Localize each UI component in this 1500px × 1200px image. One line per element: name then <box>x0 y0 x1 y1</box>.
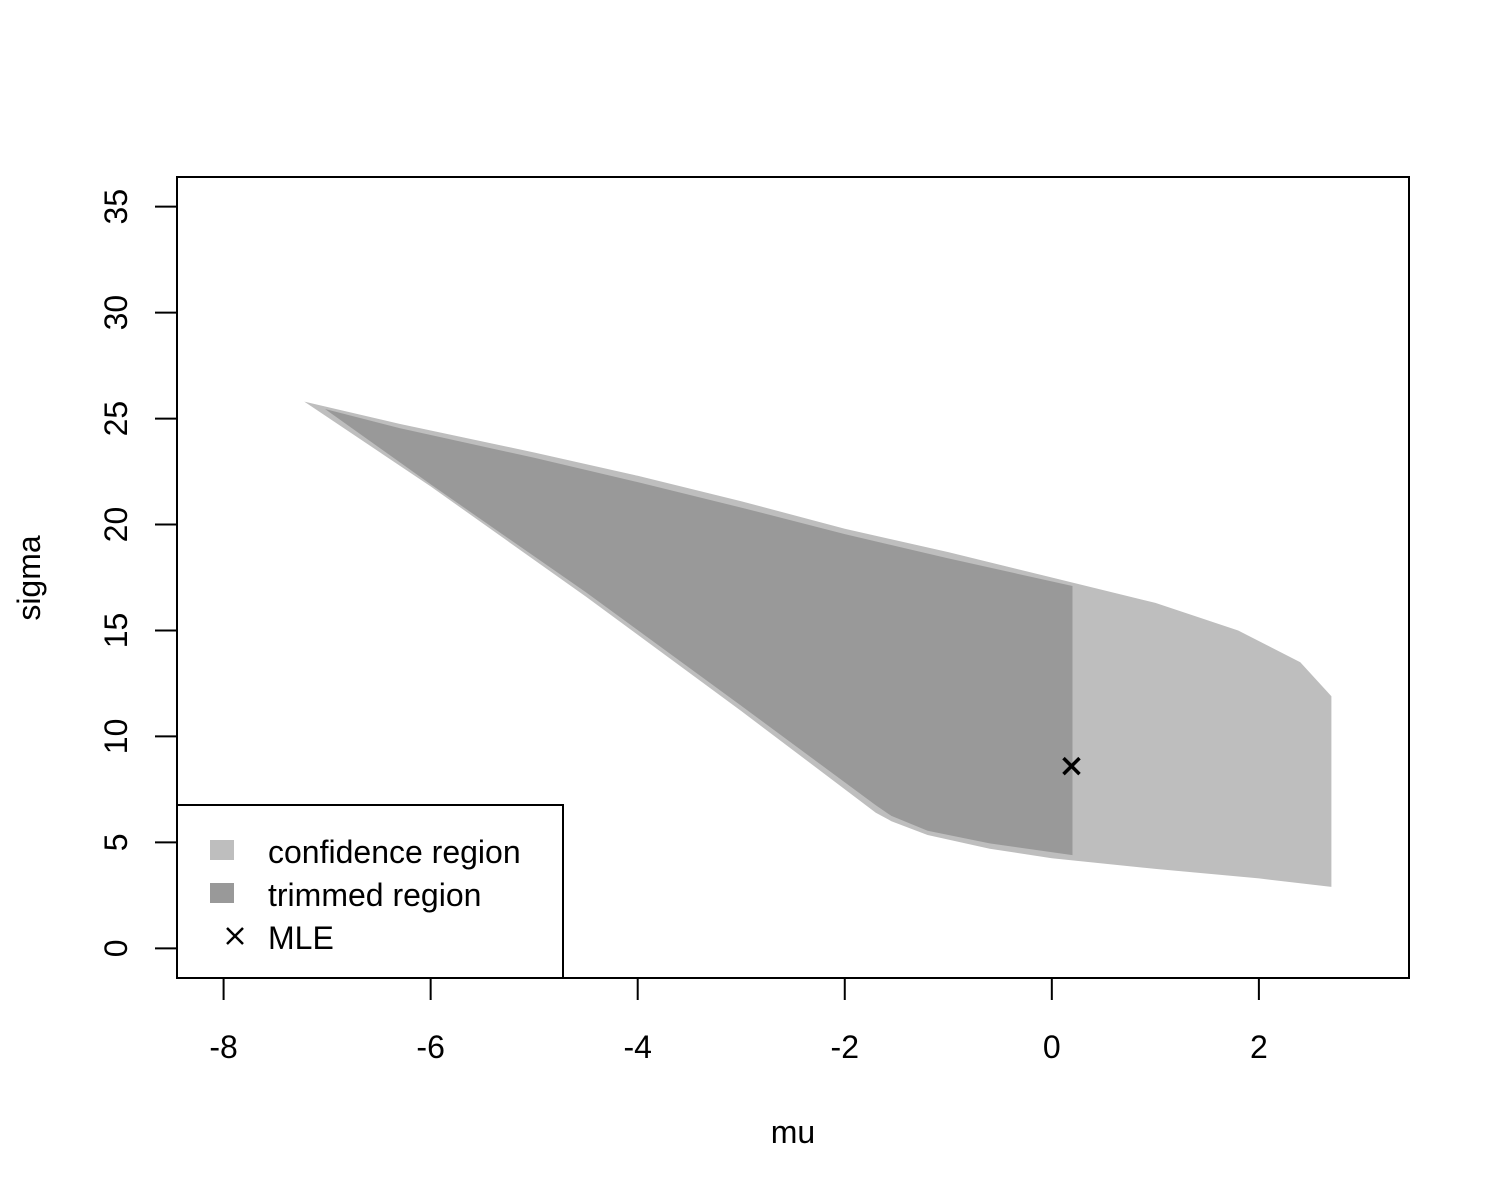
points-layer <box>1062 756 1081 776</box>
x-tick-label: 0 <box>1043 1029 1061 1065</box>
x-tick-label: -8 <box>209 1029 237 1065</box>
legend-label-confidence-region: confidence region <box>268 834 521 870</box>
trimmed-region-polygon <box>325 409 1073 856</box>
regions-layer <box>304 401 1332 887</box>
y-tick-label: 25 <box>98 401 134 437</box>
y-tick-label: 10 <box>98 719 134 755</box>
legend-cross-icon <box>226 927 244 945</box>
legend-swatch-trimmed-region <box>210 883 234 903</box>
x-axis-label: mu <box>771 1114 815 1150</box>
legend: confidence region trimmed region MLE <box>176 804 564 979</box>
y-axis: 0 5 10 15 20 25 30 35 <box>98 189 178 957</box>
mle-marker <box>1062 756 1081 776</box>
x-tick-label: -2 <box>831 1029 859 1065</box>
x-tick-label: -6 <box>416 1029 444 1065</box>
y-tick-label: 30 <box>98 295 134 331</box>
x-tick-label: -4 <box>623 1029 651 1065</box>
x-axis: -8 -6 -4 -2 0 2 <box>209 977 1268 1065</box>
x-tick-label: 2 <box>1250 1029 1268 1065</box>
y-tick-label: 0 <box>98 939 134 957</box>
y-tick-label: 5 <box>98 833 134 851</box>
y-tick-label: 15 <box>98 613 134 649</box>
y-tick-label: 35 <box>98 189 134 225</box>
legend-swatch-confidence-region <box>210 840 234 860</box>
legend-label-mle: MLE <box>268 920 334 956</box>
y-tick-label: 20 <box>98 507 134 543</box>
legend-label-trimmed-region: trimmed region <box>268 877 481 913</box>
legend-box <box>176 804 564 979</box>
y-axis-label: sigma <box>11 535 47 621</box>
